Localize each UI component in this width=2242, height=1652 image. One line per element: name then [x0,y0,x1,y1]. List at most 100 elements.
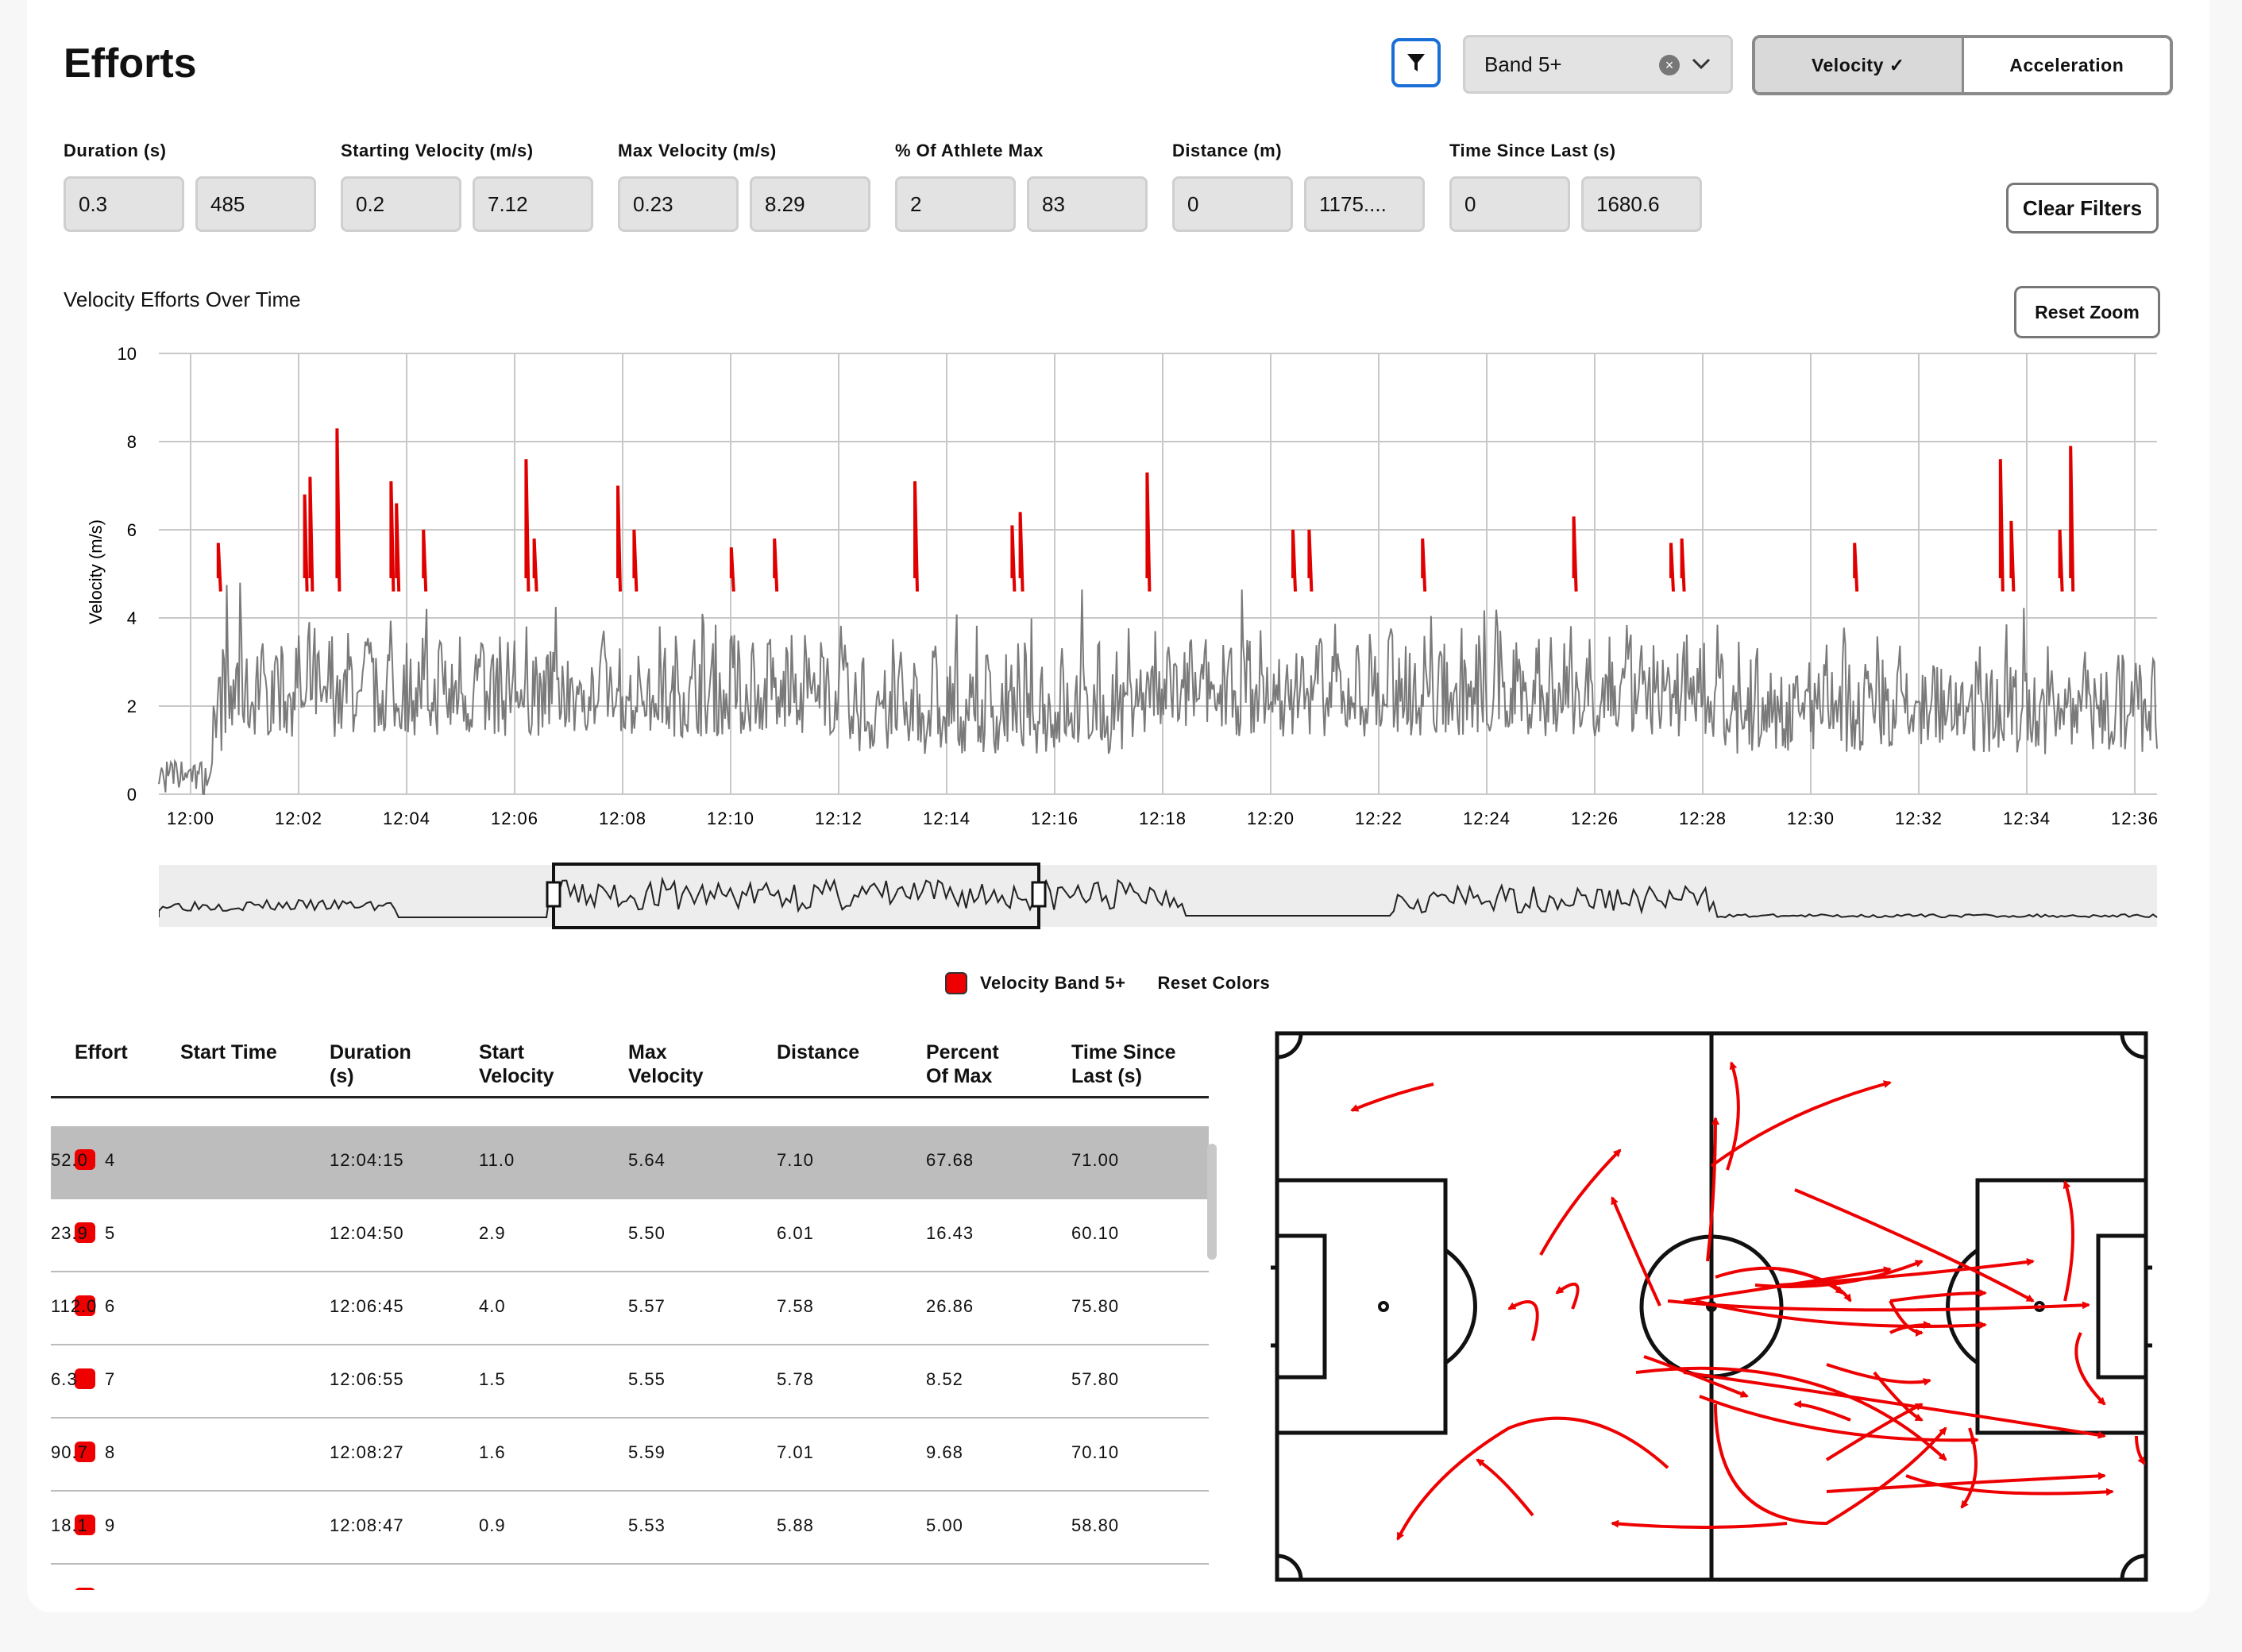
clear-selection-icon[interactable]: × [1659,55,1680,75]
chevron-down-icon[interactable] [1689,52,1713,75]
table-cell: 5.59 [628,1442,666,1462]
y-tick-label: 6 [127,520,137,540]
table-row[interactable]: 4 12:04:15 11.0 5.64 7.10 67.68 71.00 52.0 [51,1126,1209,1199]
table-cell: 5.00 [926,1515,963,1535]
col-start-time[interactable]: Start Time [180,1041,277,1063]
filter-duration-min[interactable]: 0.3 [64,176,184,232]
x-tick-label: 12:08 [599,809,646,828]
effort-spike [1572,516,1578,592]
effort-spike [913,481,919,592]
filter-button[interactable] [1391,38,1441,87]
clear-filters-button[interactable]: Clear Filters [2006,183,2159,234]
filter-distance-min[interactable]: 0 [1172,176,1293,232]
table-cell: 12:06:55 [330,1369,404,1389]
table-cell: 67.68 [926,1150,974,1170]
col-effort[interactable]: Effort [75,1041,128,1063]
table-cell: 7.01 [777,1442,814,1462]
table-row[interactable]: 10 12:10:35 1.1 5.52 5.61 6.08 56.10 107.7 [51,1565,1209,1590]
table-cell: 7.10 [777,1150,814,1170]
band-select[interactable]: Band 5+ × [1463,35,1733,94]
reset-zoom-button[interactable]: Reset Zoom [2014,286,2160,338]
filter-starting-velocity-min[interactable]: 0.2 [341,176,461,232]
col-start-velocity[interactable]: Start Velocity [479,1041,554,1087]
effort-spike [2069,446,2075,592]
table-cell: 12:04:50 [330,1223,404,1243]
table-cell: 5.52 [628,1588,666,1590]
effort-color-swatch[interactable] [75,1222,95,1243]
filter-starting-velocity-max[interactable]: 7.12 [473,176,593,232]
col-time-since-last[interactable]: Time Since Last (s) [1071,1041,1176,1087]
table-cell: 1.5 [479,1369,506,1389]
table-cell: 5.88 [777,1515,814,1535]
velocity-chart[interactable]: 0 2 4 6 8 10 12:00 12:02 12:04 12:06 12:08 12:10 12:… [0,0,2242,858]
col-percent-of-max[interactable]: Percent Of Max [926,1041,999,1087]
x-tick-label: 12:00 [167,809,214,828]
table-cell: 9.68 [926,1442,963,1462]
table-row[interactable]: 5 12:04:50 2.9 5.50 6.01 16.43 60.10 23.9 [51,1199,1209,1272]
toggle-velocity[interactable]: Velocity ✓ [1755,38,1964,92]
table-row[interactable]: 7 12:06:55 1.5 5.55 5.78 8.52 57.80 6.3 [51,1345,1209,1418]
effort-spike [2058,529,2064,592]
effort-spike [1145,472,1152,592]
effort-color-swatch[interactable] [75,1295,95,1316]
table-cell: 6 [105,1296,116,1316]
table-cell: 5.64 [628,1150,666,1170]
table-cell: 71.00 [1071,1150,1120,1170]
table-cell: 18.1 [51,1515,88,1535]
table-cell: 5.53 [628,1515,666,1535]
col-duration[interactable]: Duration (s) [330,1041,411,1087]
x-tick-label: 12:24 [1463,809,1511,828]
filter-label-duration: Duration (s) [64,141,167,160]
table-cell: 90.7 [51,1442,88,1462]
table-cell: 7.58 [777,1296,814,1316]
table-cell: 60.10 [1071,1223,1120,1243]
table-row[interactable]: 9 12:08:47 0.9 5.53 5.88 5.00 58.80 18.1 [51,1492,1209,1565]
x-tick-label: 12:02 [275,809,322,828]
table-row[interactable]: 6 12:06:45 4.0 5.57 7.58 26.86 75.80 112.0 [51,1272,1209,1345]
filter-max-velocity-max[interactable]: 8.29 [750,176,870,232]
filter-time-since-last-min[interactable]: 0 [1449,176,1570,232]
effort-color-swatch[interactable] [75,1588,95,1590]
filter-athlete-max-max[interactable]: 83 [1027,176,1148,232]
table-cell: 7 [105,1369,116,1389]
table-row[interactable]: 8 12:08:27 1.6 5.59 7.01 9.68 70.10 90.7 [51,1418,1209,1492]
table-cell: 23.9 [51,1223,88,1243]
reset-colors-link[interactable]: Reset Colors [1157,973,1271,993]
table-scrollbar[interactable] [1207,1144,1217,1260]
effort-color-swatch[interactable] [75,1515,95,1535]
table-cell: 8 [105,1442,116,1462]
filter-duration-max[interactable]: 485 [195,176,316,232]
chart-legend: Velocity Band 5+ Reset Colors [945,972,1270,994]
y-axis-label: Velocity (m/s) [86,519,106,624]
effort-spike [524,459,531,592]
range-navigator[interactable] [159,862,2160,930]
x-tick-label: 12:18 [1139,809,1187,828]
col-distance[interactable]: Distance [777,1041,860,1063]
navigator-handle-left[interactable] [546,881,561,908]
col-max-velocity[interactable]: Max Velocity [628,1041,704,1087]
effort-spike [303,494,309,592]
table-cell: 56.10 [1071,1588,1119,1590]
table-cell: 0.9 [479,1515,506,1535]
toggle-acceleration[interactable]: Acceleration [1963,38,2170,92]
efforts-panel [27,0,2209,1612]
effort-color-swatch[interactable] [75,1368,95,1389]
effort-spike [616,485,622,592]
filter-icon [1407,54,1425,71]
filter-distance-max[interactable]: 1175.... [1304,176,1425,232]
table-cell: 5.50 [628,1223,666,1243]
navigator-handle-right[interactable] [1031,881,1047,908]
effort-spike [2009,520,2016,592]
effort-color-swatch[interactable] [75,1149,95,1170]
effort-spike [335,428,342,592]
legend-label[interactable]: Velocity Band 5+ [980,973,1126,993]
metric-toggle: Velocity ✓ Acceleration [1752,35,2173,95]
x-tick-label: 12:32 [1895,809,1943,828]
effort-color-swatch[interactable] [75,1442,95,1462]
filter-max-velocity-min[interactable]: 0.23 [618,176,739,232]
filter-time-since-last-max[interactable]: 1680.6 [1581,176,1702,232]
table-cell: 26.86 [926,1296,974,1316]
y-tick-label: 8 [127,432,137,452]
legend-swatch[interactable] [945,972,967,994]
filter-athlete-max-min[interactable]: 2 [895,176,1016,232]
